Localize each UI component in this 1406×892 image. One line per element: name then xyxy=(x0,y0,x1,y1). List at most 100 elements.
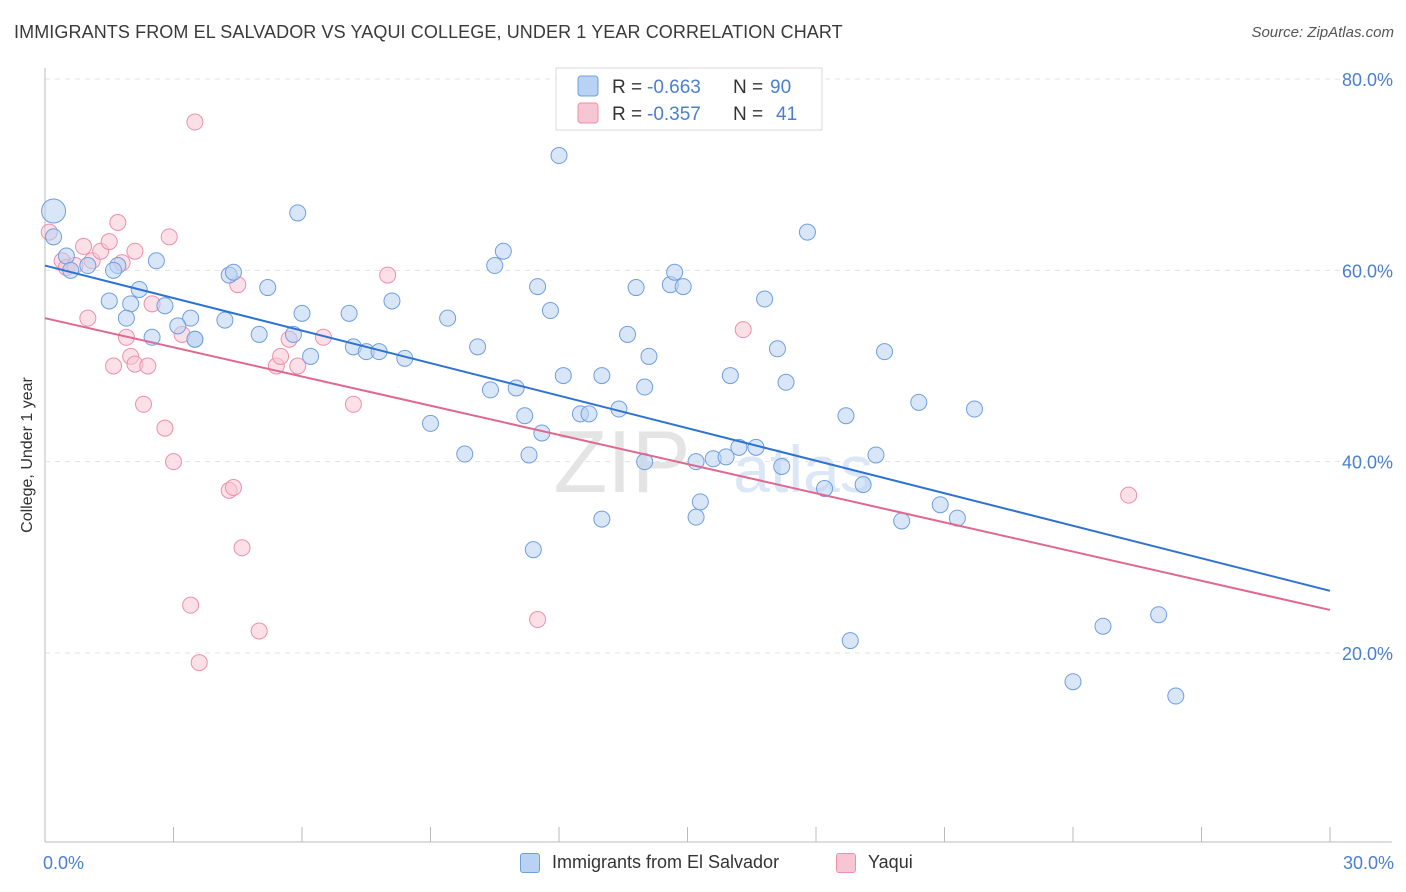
data-point xyxy=(1167,687,1185,705)
data-point xyxy=(186,330,204,348)
data-point xyxy=(619,325,637,343)
data-point xyxy=(965,400,983,418)
grid-lines xyxy=(45,78,1392,654)
data-point xyxy=(135,395,153,413)
legend-item-yaqui[interactable]: Yaqui xyxy=(836,852,913,873)
data-point xyxy=(494,242,512,260)
data-point xyxy=(481,381,499,399)
chart-title: IMMIGRANTS FROM EL SALVADOR VS YAQUI COL… xyxy=(14,22,843,42)
data-point xyxy=(550,147,568,165)
legend-swatch-blue xyxy=(520,852,540,873)
trend-lines xyxy=(44,264,1331,611)
data-point xyxy=(439,309,457,327)
data-point xyxy=(931,496,949,514)
data-point xyxy=(75,237,93,255)
y-tick-label: 60.0% xyxy=(1342,261,1393,281)
data-point xyxy=(340,304,358,322)
data-point xyxy=(777,373,795,391)
data-point xyxy=(554,367,572,385)
series-el-salvador-points xyxy=(41,147,1185,705)
data-point xyxy=(224,263,242,281)
data-point xyxy=(190,654,208,672)
data-point xyxy=(469,338,487,356)
legend-label: Yaqui xyxy=(868,852,913,872)
data-point xyxy=(289,357,307,375)
data-point xyxy=(816,479,834,497)
data-point xyxy=(687,508,705,526)
data-point xyxy=(798,223,816,241)
data-point xyxy=(41,198,67,224)
legend-item-el-salvador[interactable]: Immigrants from El Salvador xyxy=(520,852,779,873)
data-point xyxy=(105,357,123,375)
data-point xyxy=(147,252,165,270)
data-point xyxy=(122,295,140,313)
data-point xyxy=(302,347,320,365)
data-point xyxy=(893,512,911,530)
data-point xyxy=(100,292,118,310)
data-point xyxy=(57,247,75,265)
stats-r-label: R = xyxy=(612,104,642,125)
data-point xyxy=(383,292,401,310)
data-point xyxy=(529,278,547,296)
data-point xyxy=(293,304,311,322)
stats-r-value: -0.663 xyxy=(647,77,701,98)
y-tick-label: 40.0% xyxy=(1342,453,1393,473)
data-point xyxy=(156,419,174,437)
data-point xyxy=(1120,486,1138,504)
data-point xyxy=(422,414,439,432)
stats-n-label: N = xyxy=(733,77,763,98)
data-point xyxy=(79,309,97,327)
y-tick-label: 80.0% xyxy=(1342,70,1393,90)
data-point xyxy=(593,367,611,385)
data-point xyxy=(837,407,855,425)
series-yaqui-points xyxy=(40,113,1138,672)
data-point xyxy=(867,446,885,464)
data-point xyxy=(876,343,894,361)
data-point xyxy=(79,257,97,275)
data-point xyxy=(516,407,534,425)
data-point xyxy=(169,317,187,335)
data-point xyxy=(216,311,234,329)
data-point xyxy=(486,257,504,275)
stats-r-value: -0.357 xyxy=(647,104,701,125)
data-point xyxy=(756,290,774,308)
data-point xyxy=(156,297,174,315)
data-point xyxy=(250,325,268,343)
data-point xyxy=(182,309,200,327)
data-point xyxy=(182,596,200,614)
data-point xyxy=(344,395,362,413)
data-point xyxy=(139,357,157,375)
data-point xyxy=(734,321,752,339)
data-point xyxy=(272,347,290,365)
data-point xyxy=(730,438,748,456)
data-point xyxy=(691,493,709,511)
stats-legend: R = -0.663 N = 90 R = -0.357 N = 41 xyxy=(555,67,823,131)
data-point xyxy=(165,453,182,471)
data-point xyxy=(580,405,598,423)
data-point xyxy=(224,478,242,496)
data-point xyxy=(289,204,307,222)
x-tick-label-min: 0.0% xyxy=(43,853,85,873)
data-point xyxy=(640,347,658,365)
data-point xyxy=(717,448,735,466)
data-point xyxy=(259,279,277,297)
trend-line-el-salvador xyxy=(44,264,1331,592)
data-point xyxy=(773,457,791,475)
data-point xyxy=(1094,617,1112,635)
stats-n-label: N = xyxy=(733,104,763,125)
data-point xyxy=(524,541,542,559)
legend-swatch-pink xyxy=(836,852,856,873)
stats-r-label: R = xyxy=(612,77,642,98)
data-point xyxy=(721,367,739,385)
y-tick-labels: 20.0% 40.0% 60.0% 80.0% xyxy=(1342,70,1393,664)
data-point xyxy=(186,113,204,131)
watermark: ZIP atlas xyxy=(554,412,873,511)
data-point xyxy=(109,214,127,231)
data-point xyxy=(1150,606,1168,624)
data-point xyxy=(593,510,611,528)
data-point xyxy=(100,233,118,251)
stats-n-value: 90 xyxy=(770,77,791,98)
trend-line-yaqui xyxy=(44,317,1331,611)
legend-label: Immigrants from El Salvador xyxy=(552,852,780,872)
data-point xyxy=(1064,673,1082,691)
